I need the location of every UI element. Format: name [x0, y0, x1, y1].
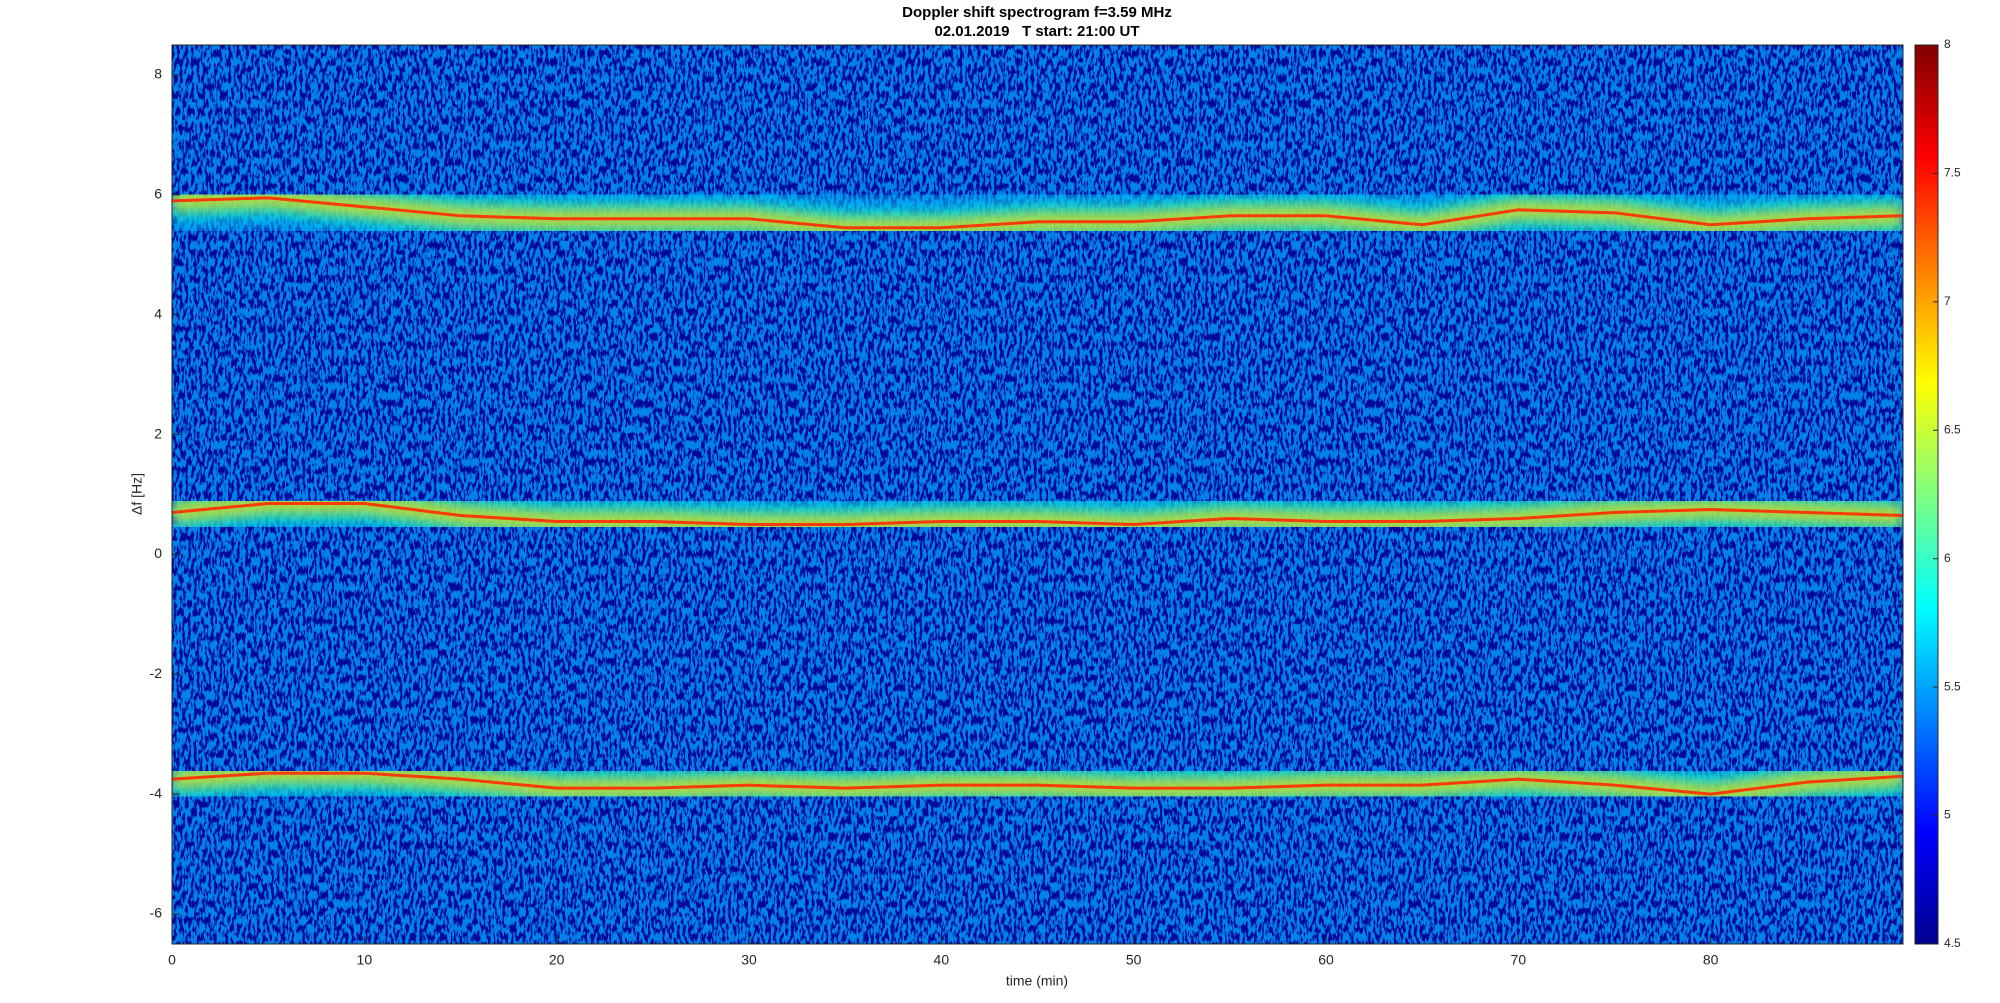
colorbar — [1914, 44, 1939, 945]
y-tick-label: 4 — [154, 305, 162, 321]
plot-frame — [171, 44, 1904, 945]
colorbar-tick-label: 5 — [1944, 808, 1951, 822]
colorbar-tick-label: 6 — [1944, 551, 1951, 565]
ridge-line — [172, 196, 1903, 230]
y-tick-label: -6 — [150, 905, 163, 921]
colorbar-tick-label: 7.5 — [1944, 166, 1961, 180]
chart-subtitle: 02.01.2019 T start: 21:00 UT — [934, 23, 1139, 40]
colorbar-tick-label: 6.5 — [1944, 422, 1961, 436]
x-tick-label: 40 — [934, 952, 950, 968]
chart-title: Doppler shift spectrogram f=3.59 MHz — [902, 4, 1172, 21]
y-tick-label: -2 — [150, 665, 163, 681]
colorbar-tick-label: 7 — [1944, 294, 1951, 308]
colorbar-tick-label: 8 — [1944, 37, 1951, 51]
y-tick-label: 2 — [154, 425, 162, 441]
ridge-line — [172, 501, 1903, 526]
x-tick-label: 60 — [1318, 952, 1334, 968]
colorbar-tick-label: 4.5 — [1944, 936, 1961, 950]
ridge-line — [172, 771, 1903, 796]
y-tick-label: -4 — [150, 785, 163, 801]
x-tick-label: 80 — [1703, 952, 1719, 968]
y-tick-label: 6 — [154, 186, 162, 202]
y-axis-label: Δf [Hz] — [129, 473, 145, 515]
x-axis-label: time (min) — [1006, 973, 1068, 989]
x-tick-label: 20 — [549, 952, 565, 968]
x-tick-label: 30 — [741, 952, 757, 968]
x-tick-label: 50 — [1126, 952, 1142, 968]
y-tick-label: 8 — [154, 66, 162, 82]
colorbar-tick-label: 5.5 — [1944, 679, 1961, 693]
x-tick-label: 10 — [357, 952, 373, 968]
y-tick-label: 0 — [154, 545, 162, 561]
x-tick-label: 70 — [1511, 952, 1527, 968]
x-tick-label: 0 — [168, 952, 176, 968]
ridges — [172, 162, 1903, 830]
